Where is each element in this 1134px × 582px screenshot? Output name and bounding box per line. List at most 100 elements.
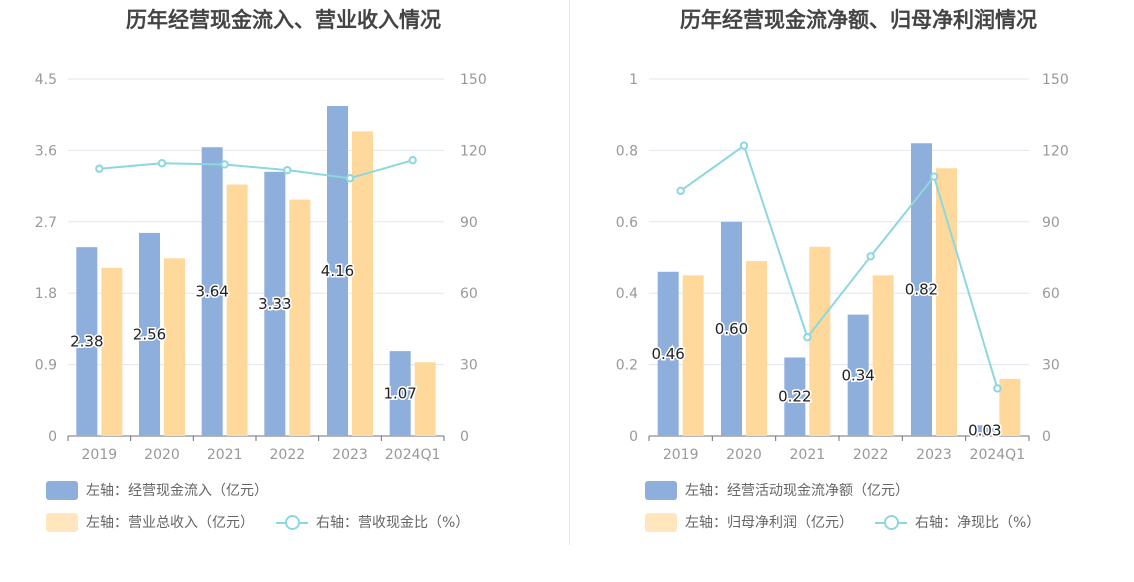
legend-item-revenue[interactable]: 左轴：营业总收入（亿元） (46, 512, 254, 532)
bar-series-1 (264, 171, 286, 436)
legend-label: 左轴：营业总收入（亿元） (86, 515, 254, 531)
chart-panel-net-cash: 历年经营现金流净额、归母净利润情况 0 0 0.2 30 0.4 60 0.6 90 0.8 12… (583, 0, 1134, 582)
legend-swatch-line (276, 513, 308, 532)
y-left-tick-label: 0.6 (616, 215, 638, 231)
bar-data-label: 2.56 (133, 325, 166, 343)
legend-swatch-bar (645, 512, 677, 532)
chart-title: 历年经营现金流入、营业收入情况 (126, 8, 441, 32)
bar-data-label: 2.38 (70, 333, 103, 351)
y-left-tick-label: 0 (48, 429, 57, 445)
legend-label: 左轴：归母净利润（亿元） (685, 515, 853, 531)
y-right-tick-label: 150 (1042, 72, 1069, 88)
y-right-tick-label: 30 (460, 358, 478, 374)
line-point (157, 159, 167, 168)
x-tick-label: 2023 (332, 447, 368, 463)
y-left-tick-label: 0.8 (616, 143, 638, 159)
legend-swatch-bar (645, 480, 677, 500)
bar-series-2 (682, 275, 704, 436)
y-right-tick-label: 90 (460, 215, 478, 231)
bar-series-1 (76, 247, 98, 436)
legend-item-cash-inflow[interactable]: 左轴：经营现金流入（亿元） (46, 480, 268, 500)
y-right-tick-label: 150 (460, 72, 487, 88)
y-right-tick-label: 0 (460, 429, 469, 445)
y-left-tick-label: 2.7 (35, 215, 57, 231)
x-tick-label: 2019 (663, 447, 699, 463)
bar-series-2 (289, 199, 311, 436)
chart-plot-area: 0 0 0.2 30 0.4 60 0.6 90 0.8 120 1 150 0.46 2019 0.60 2… (616, 72, 1069, 463)
line-point (676, 186, 685, 196)
bar-series-2 (999, 378, 1021, 436)
x-tick-label: 2021 (207, 447, 243, 463)
x-tick-label: 2021 (790, 447, 826, 463)
bar-series-1 (721, 221, 742, 436)
x-tick-label: 2023 (916, 447, 952, 463)
line-point (993, 384, 1002, 393)
legend-item-net-profit[interactable]: 左轴：归母净利润（亿元） (645, 512, 853, 532)
line-series (99, 159, 413, 180)
y-right-tick-label: 120 (460, 143, 487, 159)
legend-swatch-bar (46, 480, 78, 500)
chart-panel-cash-inflow: 历年经营现金流入、营业收入情况 0 0 0.9 30 1.8 60 2.7 90 3.6 120 4… (35, 8, 566, 538)
y-left-tick-label: 4.5 (35, 72, 57, 88)
x-tick-label: 2020 (144, 447, 180, 463)
bar-series-1 (974, 425, 996, 436)
bar-series-2 (101, 267, 123, 436)
y-left-tick-label: 1.8 (35, 286, 57, 302)
bar-data-label: 0.82 (905, 281, 938, 299)
bar-data-label: 0.34 (841, 366, 874, 384)
y-left-tick-label: 0.9 (35, 358, 57, 374)
legend-swatch-line (875, 513, 907, 532)
bar-series-1 (139, 232, 160, 436)
y-right-tick-label: 0 (1042, 429, 1051, 445)
legend-label: 左轴：经营现金流入（亿元） (86, 483, 268, 499)
bar-data-label: 0.60 (715, 320, 748, 338)
bar-series-2 (164, 258, 185, 436)
x-tick-label: 2024Q1 (970, 447, 1026, 463)
bar-series-2 (746, 261, 767, 436)
legend-item-cash-ratio[interactable]: 右轴：营收现金比（%） (276, 512, 469, 532)
line-point (345, 174, 355, 183)
x-tick-label: 2024Q1 (385, 447, 441, 463)
bar-series-2 (414, 362, 436, 436)
line-point (283, 165, 292, 175)
line-point (803, 333, 812, 342)
legend-item-net-cash-ratio[interactable]: 右轴：净现比（%） (875, 512, 1040, 532)
x-tick-label: 2020 (726, 447, 762, 463)
chart-plot-area: 0 0 0.9 30 1.8 60 2.7 90 3.6 120 4.5 150 2.38 2019 2.5… (35, 72, 487, 463)
bar-series-1 (201, 147, 223, 436)
legend-label: 右轴：营收现金比（%） (316, 515, 470, 531)
bar-series-1 (657, 271, 679, 436)
x-tick-label: 2022 (270, 447, 306, 463)
bar-series-2 (936, 168, 957, 436)
line-series (680, 144, 999, 389)
y-right-tick-label: 60 (1042, 286, 1060, 302)
line-point (866, 252, 875, 261)
bar-series-1 (911, 143, 932, 436)
bar-series-1 (784, 357, 806, 436)
y-right-tick-label: 60 (460, 286, 478, 302)
line-point (220, 160, 229, 169)
y-left-tick-label: 0.4 (616, 286, 638, 302)
bar-series-2 (872, 275, 894, 436)
y-left-tick-label: 0.2 (616, 358, 638, 374)
bar-data-label: 4.16 (321, 262, 354, 280)
bar-data-label: 3.33 (258, 295, 291, 313)
line-point (95, 164, 104, 173)
line-point (739, 141, 749, 150)
legend-swatch-bar (46, 512, 78, 532)
y-right-tick-label: 120 (1042, 143, 1069, 159)
bar-data-label: 1.07 (383, 385, 416, 403)
legend-item-net-cash[interactable]: 左轴：经营活动现金流净额（亿元） (645, 480, 909, 500)
y-left-tick-label: 0 (629, 429, 638, 445)
legend: 左轴：经营现金流入（亿元） 左轴：营业总收入（亿元） 右轴：营收现金比（%） (46, 478, 566, 538)
bar-data-label: 3.64 (195, 283, 228, 301)
line-point (408, 155, 417, 165)
bar-data-label: 0.03 (968, 422, 1001, 440)
y-right-tick-label: 30 (1042, 358, 1060, 374)
legend-label: 右轴：净现比（%） (915, 515, 1041, 531)
y-left-tick-label: 1 (629, 72, 638, 88)
bar-data-label: 0.22 (778, 388, 811, 406)
panel-divider (569, 0, 570, 545)
y-right-tick-label: 90 (1042, 215, 1060, 231)
line-point (929, 172, 939, 181)
